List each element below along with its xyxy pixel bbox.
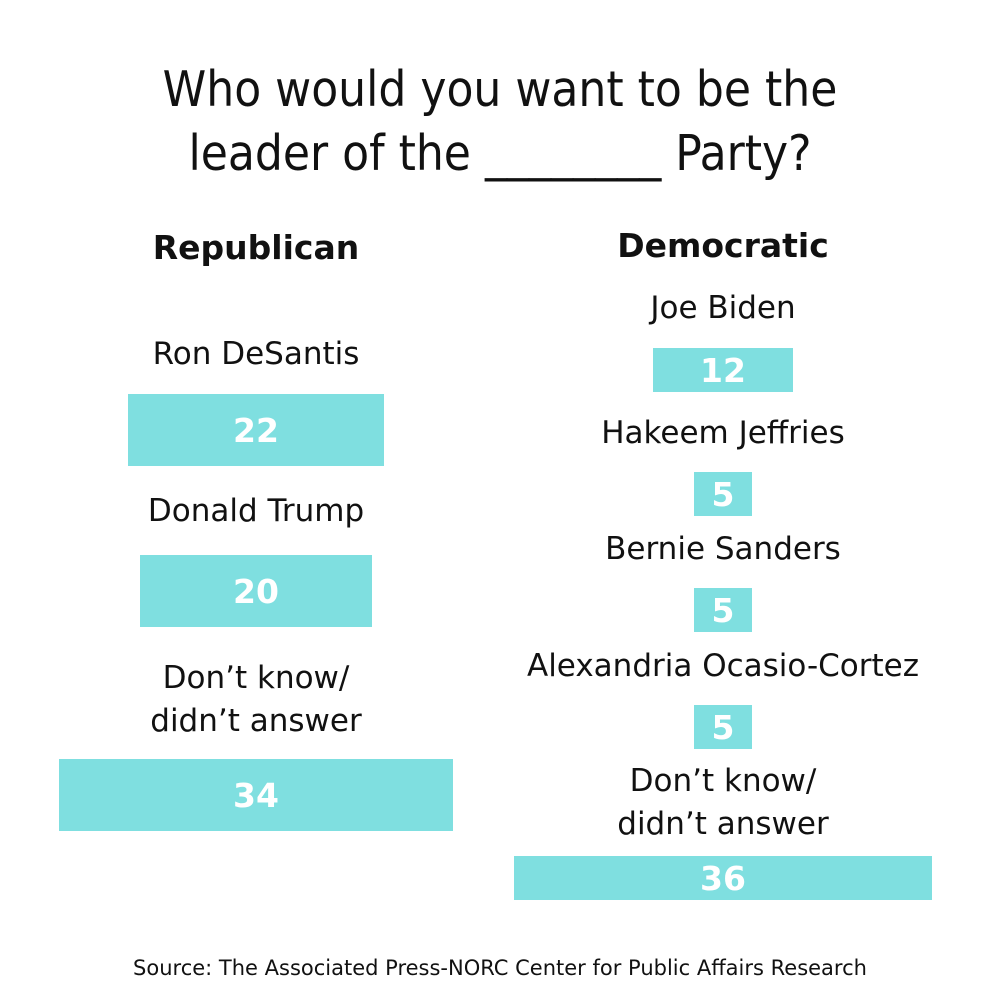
bar-value-label: 36 [700, 858, 746, 898]
bar-value-label: 5 [711, 707, 735, 747]
bar: 34 [58, 759, 454, 831]
source-note: Source: The Associated Press-NORC Center… [133, 956, 867, 980]
democratic-heading: Democratic [617, 226, 829, 265]
category-label-line: Donald Trump [147, 493, 365, 529]
bar: 20 [140, 555, 372, 627]
bar: 36 [514, 856, 932, 900]
chart-title-line-1: Who would you want to be the [162, 61, 838, 118]
category-label: Ron DeSantis [16, 333, 496, 376]
category-label-line: Alexandria Ocasio-Cortez [526, 648, 919, 684]
category-label: Hakeem Jeffries [483, 412, 963, 455]
bar: 12 [653, 348, 793, 392]
category-label-line: Don’t know/ [162, 660, 350, 696]
chart-title-line-2: leader of the ________ Party? [188, 125, 812, 182]
bar: 5 [694, 705, 752, 749]
category-label: Don’t know/didn’t answer [483, 760, 963, 846]
bar-value-label: 12 [700, 350, 746, 390]
republican-heading: Republican [152, 228, 360, 267]
category-label-line: didn’t answer [150, 703, 362, 739]
bar: 5 [694, 588, 752, 632]
category-label: Joe Biden [483, 287, 963, 330]
chart-title: Who would you want to be the leader of t… [0, 58, 1000, 186]
category-label: Alexandria Ocasio-Cortez [483, 645, 963, 688]
bar-value-label: 34 [233, 775, 279, 815]
bar: 22 [128, 394, 384, 466]
category-label-line: Joe Biden [650, 290, 796, 326]
bar-value-label: 5 [711, 590, 735, 630]
category-label: Donald Trump [16, 490, 496, 533]
category-label: Don’t know/didn’t answer [16, 657, 496, 743]
bar-value-label: 20 [233, 571, 279, 611]
category-label-line: didn’t answer [617, 806, 829, 842]
category-label-line: Don’t know/ [629, 763, 817, 799]
category-label-line: Bernie Sanders [605, 531, 841, 567]
bar-value-label: 5 [711, 474, 735, 514]
category-label-line: Ron DeSantis [152, 336, 360, 372]
bar-value-label: 22 [233, 410, 279, 450]
category-label-line: Hakeem Jeffries [601, 415, 845, 451]
bar: 5 [694, 472, 752, 516]
category-label: Bernie Sanders [483, 528, 963, 571]
